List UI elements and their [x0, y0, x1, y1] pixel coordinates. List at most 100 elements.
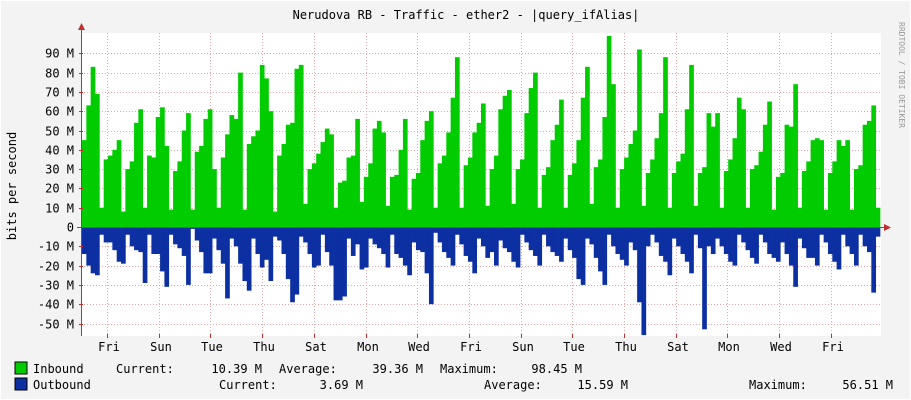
outbound-bar: [689, 227, 694, 274]
inbound-bar: [528, 88, 534, 227]
legend-outbound-name: Outbound: [33, 378, 91, 392]
x-tick-label: Sun: [512, 340, 534, 354]
inbound-bar: [580, 97, 586, 227]
outbound-bar: [342, 227, 347, 297]
inbound-bar: [394, 174, 399, 227]
outbound-bar: [207, 227, 213, 274]
y-tick-label: 30 M: [45, 163, 74, 177]
inbound-bar: [333, 207, 339, 227]
outbound-bar: [559, 227, 564, 262]
y-axis-label: bits per second: [5, 132, 19, 240]
outbound-bar: [229, 227, 235, 239]
outbound-bar: [216, 227, 222, 251]
outbound-bar: [684, 227, 690, 262]
outbound-bar: [294, 227, 300, 295]
legend-outbound: Outbound Current: 3.69 M Average: 15.59 …: [14, 377, 893, 392]
inbound-bar: [272, 211, 278, 227]
inbound-bar: [567, 174, 573, 227]
outbound-bar: [138, 227, 144, 253]
outbound-bar: [671, 227, 677, 239]
outbound-bar: [702, 227, 707, 330]
outbound-bar: [450, 227, 456, 266]
inbound-bar: [554, 124, 560, 227]
outbound-bar: [129, 227, 135, 247]
outbound-bar: [814, 227, 820, 266]
inbound-bar: [845, 140, 850, 227]
inbound-bar: [689, 64, 694, 227]
outbound-bar: [515, 227, 521, 268]
inbound-bar: [112, 149, 118, 227]
inbound-bar: [467, 157, 473, 227]
outbound-bar: [155, 227, 161, 255]
outbound-bar: [281, 227, 287, 255]
outbound-bar: [481, 227, 486, 247]
inbound-bar: [108, 155, 113, 227]
y-tick-label: 40 M: [45, 144, 74, 158]
inbound-bar: [311, 163, 317, 227]
inbound-bar: [433, 207, 438, 227]
inbound-bar: [758, 151, 764, 227]
outbound-bar: [99, 227, 105, 235]
outbound-bar: [615, 227, 621, 255]
inbound-bar: [259, 64, 265, 227]
outbound-bar: [806, 227, 811, 258]
inbound-bar: [723, 171, 729, 227]
inbound-bar: [207, 109, 213, 227]
inbound-bar: [216, 207, 222, 227]
outbound-bar: [788, 227, 794, 266]
x-tick-label: Thu: [615, 340, 637, 354]
outbound-bar: [641, 227, 647, 336]
inbound-bar: [619, 169, 625, 227]
outbound-bar: [415, 227, 421, 251]
outbound-bar: [563, 227, 569, 239]
inbound-bar: [134, 122, 139, 227]
inbound-bar: [745, 207, 751, 227]
outbound-bar: [186, 227, 191, 285]
outbound-bar: [333, 227, 339, 301]
inbound-bar: [533, 72, 538, 227]
outbound-bar: [151, 227, 157, 255]
outbound-bar: [524, 227, 530, 243]
outbound-bar: [402, 227, 408, 266]
outbound-bar: [871, 227, 877, 293]
inbound-bar: [281, 144, 287, 227]
outbound-bar: [875, 227, 881, 237]
inbound-bar: [420, 140, 425, 227]
outbound-bar: [454, 227, 460, 235]
outbound-bar: [268, 227, 274, 282]
outbound-bar: [428, 227, 434, 305]
outbound-bar: [832, 227, 837, 262]
outbound-bar: [715, 227, 720, 239]
outbound-bar: [173, 227, 178, 245]
inbound-bar: [320, 142, 326, 227]
outbound-bar: [589, 227, 595, 245]
outbound-bar: [437, 227, 443, 243]
inbound-bar: [559, 99, 564, 227]
inbound-bar: [515, 169, 521, 227]
inbound-bar: [164, 145, 170, 227]
outbound-bar: [849, 227, 855, 255]
inbound-bar: [181, 130, 187, 227]
outbound-bar: [697, 227, 703, 249]
inbound-bar: [238, 72, 243, 227]
y-tick-label: 50 M: [45, 125, 74, 139]
inbound-bar: [342, 180, 347, 227]
inbound-bar: [324, 128, 330, 227]
outbound-bar: [749, 227, 755, 258]
outbound-bar: [780, 227, 785, 243]
inbound-bar: [160, 107, 165, 227]
inbound-bar: [754, 165, 759, 227]
inbound-bar: [381, 132, 386, 227]
inbound-bar: [624, 157, 629, 227]
inbound-bar: [116, 140, 122, 227]
data-bars: [82, 35, 881, 336]
inbound-bar: [203, 118, 209, 227]
inbound-bar: [706, 113, 712, 227]
inbound-bar: [463, 165, 469, 227]
inbound-bar: [199, 145, 204, 227]
inbound-bar: [810, 140, 816, 227]
outbound-bar: [637, 227, 642, 303]
inbound-bar: [129, 161, 135, 227]
x-tick-label: Sun: [150, 340, 172, 354]
inbound-bar: [827, 172, 833, 227]
